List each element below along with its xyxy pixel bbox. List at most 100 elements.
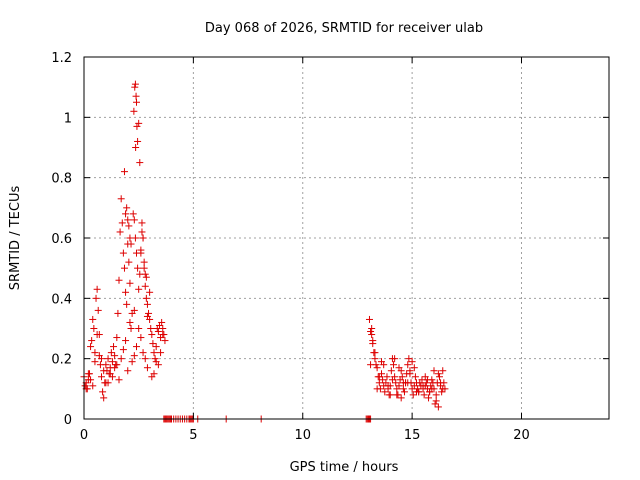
data-point	[99, 388, 107, 396]
data-point	[422, 379, 430, 387]
data-point	[87, 376, 95, 384]
data-point	[399, 379, 407, 387]
data-point	[136, 159, 144, 167]
data-point	[135, 325, 143, 332]
data-point	[150, 349, 158, 357]
data-point	[432, 397, 440, 405]
data-point	[365, 315, 373, 323]
data-point	[127, 325, 135, 332]
data-point	[379, 376, 387, 384]
data-point	[373, 364, 381, 372]
data-point	[145, 309, 153, 317]
data-point	[125, 258, 133, 266]
data-point	[93, 331, 101, 339]
data-point	[89, 382, 97, 390]
data-point	[154, 328, 162, 336]
data-point	[92, 294, 100, 302]
data-point	[439, 367, 447, 375]
data-point	[116, 228, 124, 236]
data-point	[137, 334, 145, 342]
data-point	[391, 355, 399, 363]
data-point	[119, 249, 127, 257]
data-point	[117, 195, 125, 203]
data-point	[98, 355, 105, 363]
y-tick-label: 0.2	[51, 353, 72, 368]
data-point	[383, 373, 391, 381]
data-point	[124, 367, 132, 375]
data-point	[371, 355, 379, 363]
data-point	[128, 358, 136, 366]
x-tick-label: 0	[80, 428, 88, 443]
data-point	[397, 394, 405, 402]
data-point	[405, 355, 413, 363]
data-point	[139, 349, 147, 357]
data-point	[384, 382, 392, 390]
data-point	[123, 204, 131, 212]
data-point	[404, 361, 412, 369]
chart-title: Day 068 of 2026, SRMTID for receiver ula…	[205, 21, 483, 36]
data-point	[132, 92, 140, 100]
data-point	[87, 343, 95, 351]
x-tick-label: 15	[404, 428, 421, 443]
data-point	[130, 107, 138, 115]
data-point	[131, 83, 139, 91]
data-point	[430, 367, 438, 375]
data-point	[146, 288, 154, 296]
data-point	[123, 300, 131, 308]
data-point	[91, 349, 99, 357]
data-point	[88, 337, 96, 345]
data-point	[387, 367, 395, 375]
data-point	[90, 325, 98, 332]
x-tick-label: 20	[513, 428, 530, 443]
data-point	[142, 294, 150, 302]
x-tick-label: 5	[189, 428, 197, 443]
data-point	[386, 391, 394, 399]
data-point	[438, 388, 446, 396]
data-point	[130, 352, 138, 360]
y-tick-label: 1.2	[51, 51, 72, 66]
data-point	[119, 346, 127, 354]
data-point	[141, 355, 149, 363]
data-point	[130, 216, 138, 224]
data-point	[114, 309, 122, 317]
data-point	[106, 370, 114, 378]
data-point	[130, 306, 138, 314]
data-point	[147, 325, 155, 332]
data-point	[152, 343, 160, 351]
data-point	[388, 376, 396, 384]
data-point	[435, 373, 443, 381]
data-point	[133, 343, 140, 351]
data-point	[431, 400, 439, 408]
data-point	[143, 364, 151, 372]
data-point	[131, 80, 139, 88]
data-point	[127, 240, 135, 248]
data-point	[437, 379, 445, 387]
x-axis-label: GPS time / hours	[290, 460, 399, 475]
data-point	[369, 337, 377, 345]
data-point	[381, 388, 389, 396]
data-point	[118, 219, 126, 227]
axis-ticks: 0 0.2 0.4 0.6 0.8 1 1.2 0 5 10 15 20	[51, 51, 609, 443]
data-point	[151, 355, 159, 363]
data-point	[399, 385, 407, 393]
data-point	[390, 361, 398, 369]
data-point	[84, 370, 92, 378]
data-point	[122, 210, 130, 218]
data-point	[421, 373, 429, 381]
data-point	[122, 288, 130, 296]
data-point	[400, 388, 408, 396]
data-point	[111, 352, 119, 360]
data-point	[133, 98, 140, 106]
data-point	[135, 285, 143, 293]
data-point	[142, 273, 150, 281]
data-point	[104, 355, 112, 363]
data-point	[367, 361, 375, 369]
data-point	[100, 367, 108, 375]
y-tick-label: 1	[64, 111, 72, 126]
data-point	[368, 331, 376, 339]
data-point	[159, 331, 167, 339]
data-point	[120, 168, 128, 176]
data-point	[413, 388, 420, 396]
data-point	[150, 370, 158, 378]
